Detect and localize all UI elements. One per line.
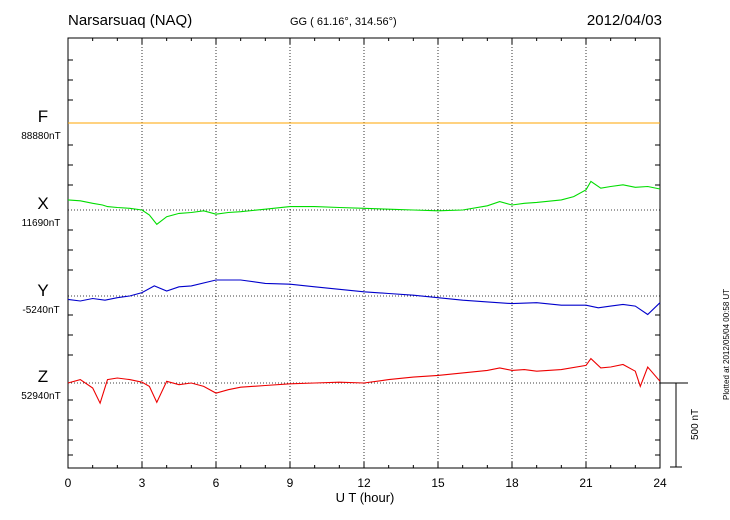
x-tick-label: 18	[505, 476, 519, 490]
series-line-z	[67, 357, 661, 405]
series-name-f: F	[37, 107, 49, 126]
series-baseline-z: 52940nT	[21, 391, 61, 402]
x-tick-label: 21	[579, 476, 593, 490]
series-baseline-f: 88880nT	[21, 131, 61, 142]
station-title: Narsarsuaq (NAQ)	[68, 12, 193, 29]
series-name-y: Y	[37, 281, 49, 300]
scale-bar-label: 500 nT	[690, 408, 701, 440]
series-name-z: Z	[37, 367, 49, 386]
x-tick-label: 6	[212, 476, 220, 490]
series-line-y	[67, 279, 661, 316]
geographic-coordinates: GG ( 61.16°, 314.56°)	[290, 16, 397, 28]
series-line-x	[67, 180, 661, 226]
x-tick-label: 3	[138, 476, 146, 490]
x-tick-label: 24	[653, 476, 667, 490]
series-baseline-x: 11690nT	[21, 218, 61, 229]
x-axis-label: U T (hour)	[335, 490, 395, 505]
series-baseline-y: -5240nT	[22, 305, 60, 316]
x-tick-label: 12	[357, 476, 371, 490]
x-tick-label: 0	[64, 476, 72, 490]
plot-date: 2012/04/03	[586, 12, 662, 29]
x-tick-label: 15	[431, 476, 445, 490]
plotted-timestamp: Plotted at 2012/05/04 00:58 UT	[722, 288, 730, 400]
series-name-x: X	[37, 194, 49, 213]
x-tick-label: 9	[286, 476, 294, 490]
